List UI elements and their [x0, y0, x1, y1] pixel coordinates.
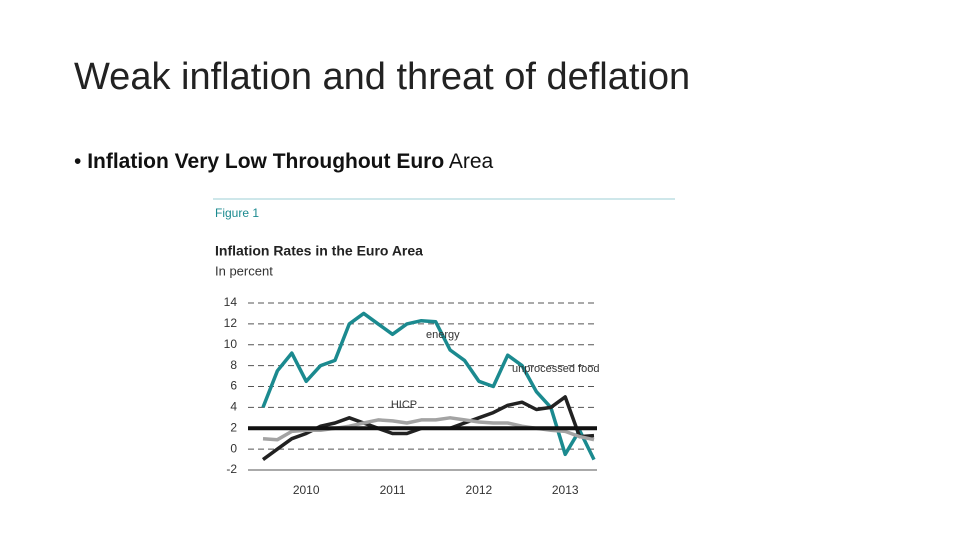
y-tick-label: 4 [230, 400, 237, 414]
x-tick-label: 2012 [466, 483, 493, 497]
series-label: energy [426, 329, 460, 341]
slide-title: Weak inflation and threat of deflation [74, 56, 691, 98]
figure-label: Figure 1 [215, 206, 259, 220]
y-tick-label: 6 [230, 379, 237, 393]
bullet: • Inflation Very Low Throughout Euro Are… [74, 150, 494, 173]
series-label: unprocessed food [512, 363, 599, 375]
chart-title: Inflation Rates in the Euro Area [215, 243, 423, 259]
y-tick-label: 2 [230, 420, 237, 434]
y-tick-label: -2 [226, 462, 237, 476]
y-tick-label: 14 [224, 295, 238, 309]
y-tick-label: 0 [230, 441, 237, 455]
chart-subtitle: In percent [215, 263, 273, 278]
y-tick-label: 10 [224, 337, 238, 351]
series-line [261, 311, 596, 461]
x-tick-label: 2010 [293, 483, 320, 497]
series-label: HICP [391, 399, 417, 411]
bullet-bold: Inflation Very Low Throughout Euro [87, 150, 445, 173]
x-tick-label: 2011 [380, 483, 406, 497]
bullet-rest: Area [448, 150, 494, 173]
y-tick-label: 8 [230, 358, 237, 372]
x-tick-label: 2013 [552, 483, 579, 497]
y-tick-label: 12 [224, 316, 238, 330]
